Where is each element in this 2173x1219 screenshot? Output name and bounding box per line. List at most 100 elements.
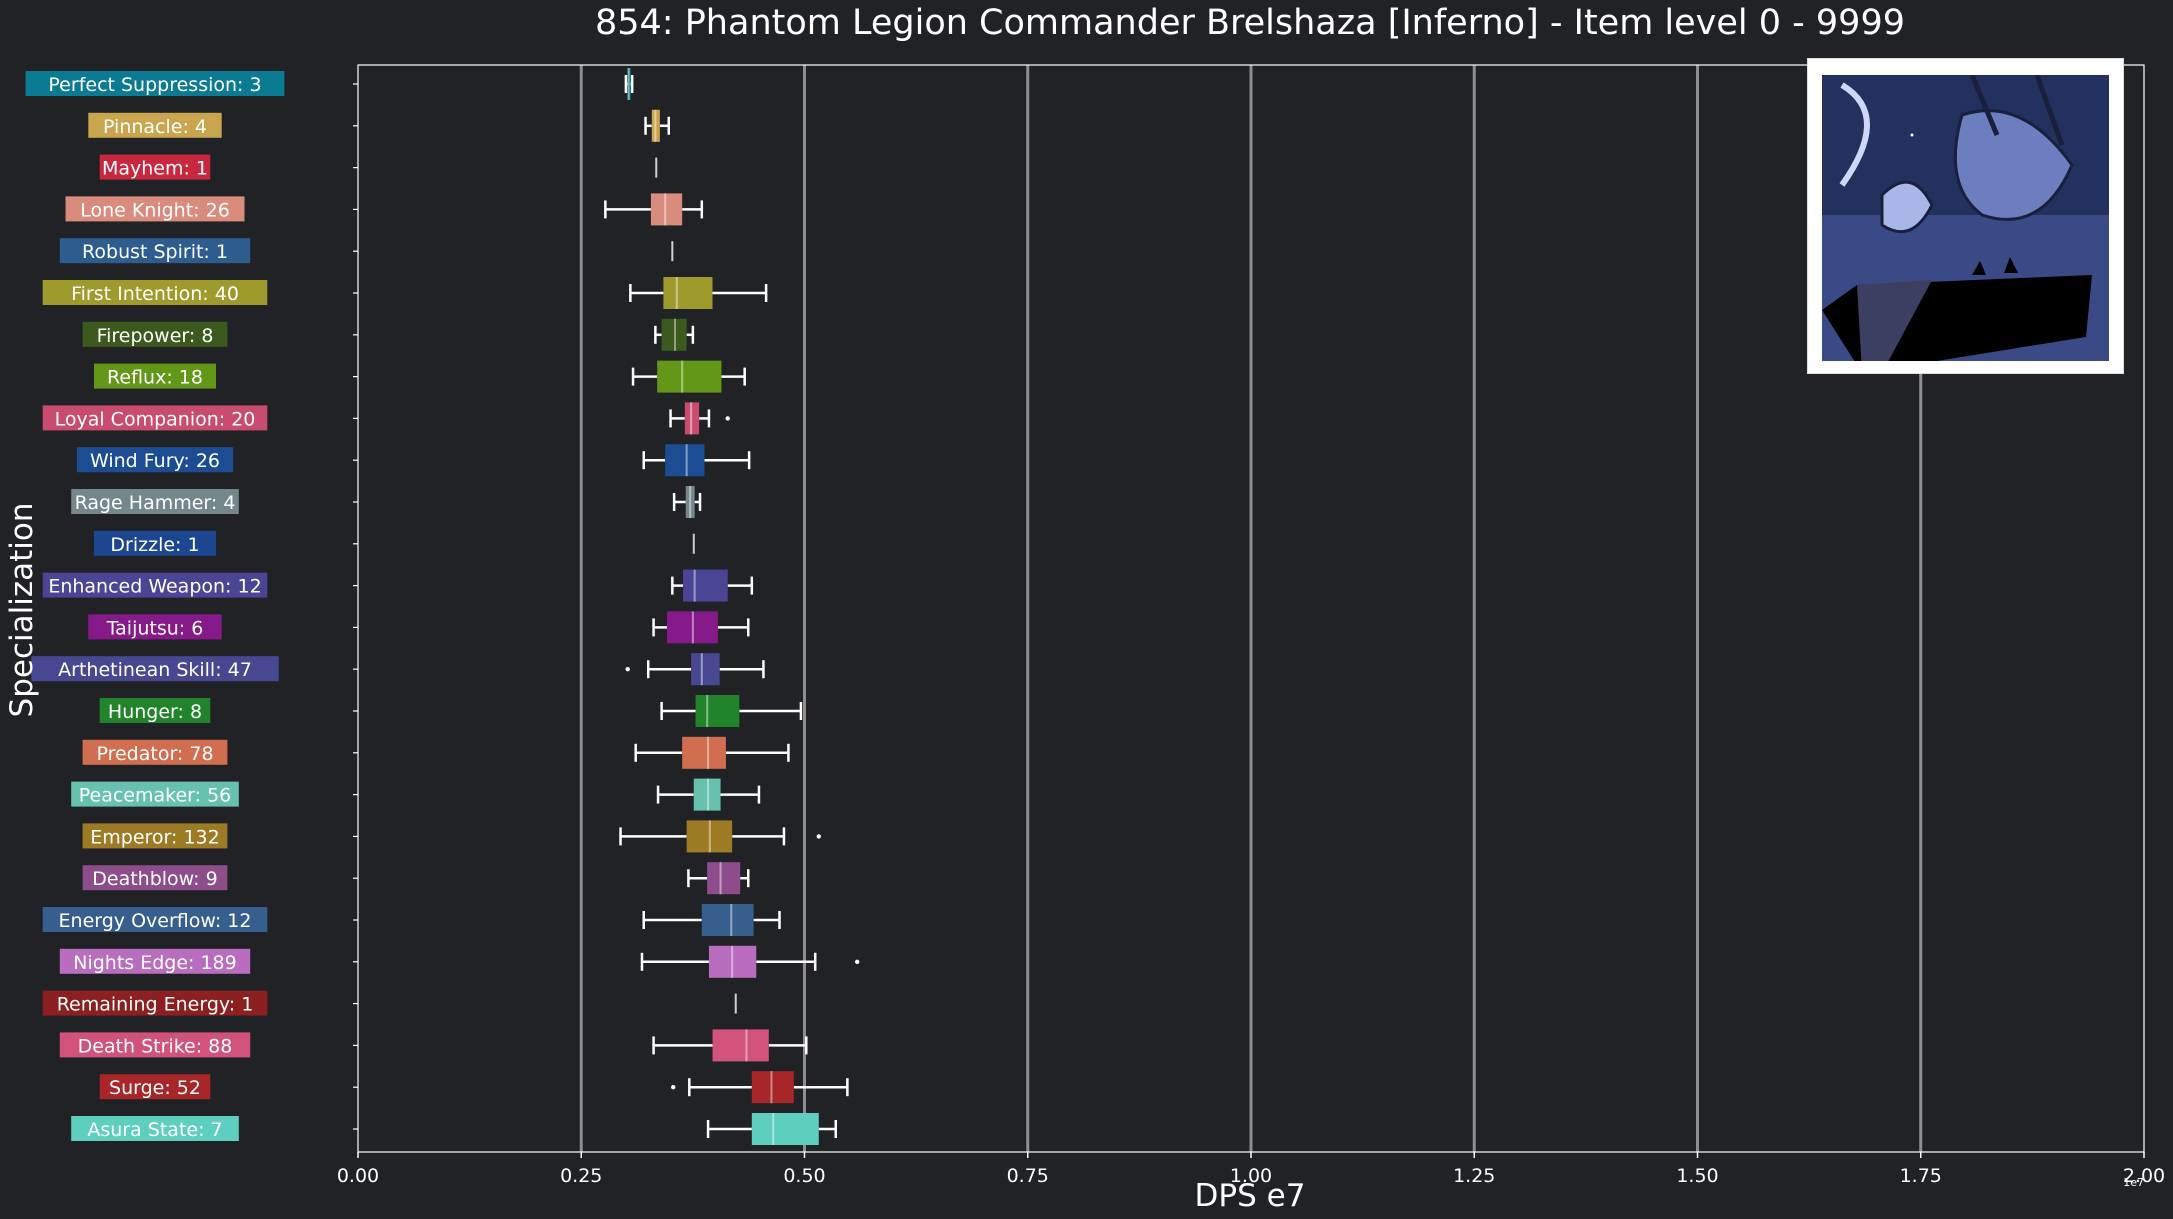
- category-label: Perfect Suppression: 3: [25, 71, 285, 96]
- category-label-background: [94, 530, 216, 556]
- box-body: [707, 862, 741, 895]
- category-labels: Perfect Suppression: 3 Pinnacle: 4 Mayhem:…: [25, 71, 285, 1141]
- category-label-background: [71, 781, 239, 807]
- category-label-background: [71, 1116, 239, 1141]
- box-plot: [642, 444, 751, 477]
- category-label-background: [94, 363, 216, 389]
- category-label-text: Arthetinean Skill: 47: [58, 659, 252, 681]
- category-label-background: [65, 196, 245, 222]
- box-plot: [660, 695, 803, 727]
- box-plot: [652, 611, 750, 644]
- outlier-point: [725, 416, 730, 421]
- y-axis-label: Specialization: [4, 503, 40, 718]
- category-label-text: Enhanced Weapon: 12: [48, 576, 261, 598]
- box-plot: [629, 277, 768, 309]
- category-label-text: Hunger: 8: [108, 701, 202, 723]
- box-plot: [625, 653, 765, 686]
- category-label-background: [82, 321, 228, 347]
- category-label: Reflux: 18: [94, 363, 216, 389]
- category-label-text: Taijutsu: 6: [106, 617, 204, 639]
- category-label-text: Asura State: 7: [87, 1119, 222, 1141]
- category-label-background: [88, 614, 222, 640]
- category-label-background: [42, 280, 268, 305]
- category-label-text: Robust Spirit: 1: [82, 241, 228, 263]
- category-label-text: Pinnacle: 4: [103, 116, 207, 138]
- category-label-background: [82, 865, 228, 891]
- box-plot: [634, 736, 790, 769]
- x-axis: 0.00 0.25 0.50 0.75 1.00 1.25 1.50 1.75 2.00: [337, 64, 2165, 1187]
- category-label-background: [99, 1074, 211, 1100]
- box-plot: [604, 193, 704, 226]
- box-body: [751, 1071, 794, 1104]
- category-label: Mayhem: 1: [99, 154, 211, 180]
- chart-title: 854: Phantom Legion Commander Brelshaza …: [595, 3, 1905, 43]
- outlier-point: [854, 959, 860, 964]
- box-plot: [624, 68, 634, 100]
- box-series: [604, 68, 860, 1145]
- category-label: Hunger: 8: [99, 698, 211, 723]
- boss-artwork-image: [1807, 58, 2124, 374]
- category-label-text: Peacemaker: 56: [79, 785, 232, 807]
- category-label: Robust Spirit: 1: [59, 238, 251, 264]
- box-plot: [671, 1071, 849, 1104]
- category-label-text: Mayhem: 1: [102, 158, 208, 180]
- box-plot: [640, 945, 860, 978]
- category-label: Energy Overflow: 12: [42, 907, 268, 932]
- category-label-background: [59, 1032, 251, 1058]
- box-plot: [631, 360, 746, 393]
- box-body: [701, 904, 754, 936]
- box-body: [663, 277, 713, 309]
- category-label-text: Deathblow: 9: [92, 868, 217, 890]
- category-label: Pinnacle: 4: [88, 112, 222, 138]
- box-plot: [652, 1029, 808, 1062]
- category-label-background: [59, 948, 251, 974]
- box-plot: [669, 402, 730, 435]
- category-label-text: Predator: 78: [96, 743, 213, 765]
- x-tick-label: 0.75: [1007, 1165, 1049, 1187]
- category-label: Taijutsu: 6: [88, 614, 222, 640]
- category-label: Deathblow: 9: [82, 865, 228, 891]
- box-plot: [642, 904, 781, 936]
- category-label-background: [59, 238, 251, 264]
- x-axis-label: DPS e7: [1195, 1178, 1306, 1214]
- box-plot: [687, 862, 750, 895]
- box-body: [695, 695, 740, 727]
- box-plot: [671, 569, 754, 602]
- plot-frame: [357, 64, 2145, 1153]
- category-label: Enhanced Weapon: 12: [42, 572, 268, 598]
- box-plot: [619, 820, 821, 853]
- category-label-text: Rage Hammer: 4: [75, 492, 236, 514]
- category-label-text: Reflux: 18: [107, 367, 203, 389]
- category-label-background: [42, 907, 268, 932]
- category-label-text: Surge: 52: [109, 1077, 201, 1099]
- x-tick-label: 0.25: [560, 1165, 602, 1187]
- outlier-point: [671, 1085, 676, 1090]
- x-tick-label: 0.50: [783, 1165, 825, 1187]
- category-label: Firepower: 8: [82, 321, 228, 347]
- category-label: Arthetinean Skill: 47: [31, 656, 279, 682]
- category-label-background: [99, 154, 211, 180]
- category-label: Nights Edge: 189: [59, 948, 251, 974]
- category-label: Predator: 78: [82, 739, 228, 765]
- box-plot: [644, 109, 671, 142]
- boss-artwork-illustration: [1822, 75, 2109, 361]
- category-label: Loyal Companion: 20: [42, 405, 268, 431]
- x-tick-label: 1.75: [1900, 1165, 1942, 1187]
- category-label-background: [76, 447, 234, 473]
- category-label: First Intention: 40: [42, 280, 268, 305]
- box-body: [665, 444, 705, 477]
- category-label: Peacemaker: 56: [71, 781, 239, 807]
- x-tick-label: 1.00: [1230, 1165, 1272, 1187]
- x-tick-label: 1.25: [1453, 1165, 1495, 1187]
- category-label-text: Lone Knight: 26: [80, 199, 230, 221]
- box-body: [657, 360, 722, 393]
- category-label-background: [88, 112, 222, 138]
- category-label-text: Loyal Companion: 20: [55, 408, 256, 430]
- category-label: Drizzle: 1: [94, 530, 216, 556]
- box-plot: [656, 778, 761, 811]
- category-label: Surge: 52: [99, 1074, 211, 1100]
- category-label-background: [42, 990, 268, 1016]
- category-label-text: Emperor: 132: [90, 826, 219, 848]
- box-plot: [654, 318, 695, 351]
